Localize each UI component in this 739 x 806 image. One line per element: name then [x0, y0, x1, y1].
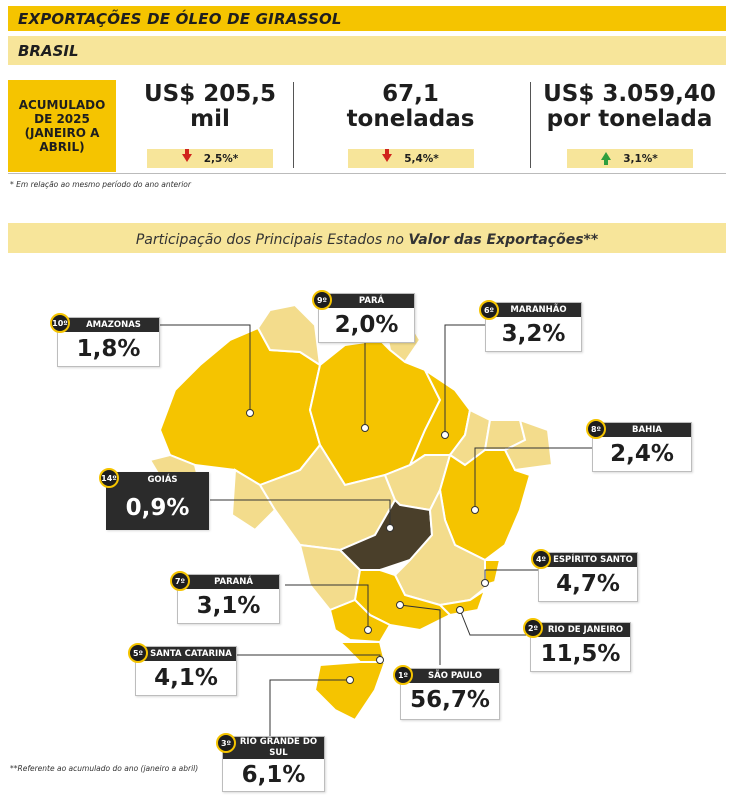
- callout-rio-grande-do-sul: RIO GRANDE DO SUL 6,1%: [222, 736, 325, 792]
- leader-lines: [160, 324, 595, 740]
- kpi-value-amount: US$ 205,5 mil: [143, 81, 276, 132]
- callout-maranhao-name: MARANHÃO: [486, 303, 581, 317]
- rank-badge-rio-de-janeiro: 2º: [523, 618, 543, 638]
- kpi-value-change: 2,5%*: [147, 148, 273, 168]
- brazil-map: [148, 303, 595, 740]
- state-parana: [328, 598, 392, 644]
- callout-rio-grande-do-sul-name: RIO GRANDE DO SUL: [223, 737, 324, 759]
- callout-rio-grande-do-sul-share: 6,1%: [241, 762, 306, 788]
- section-title-bar: Participação dos Principais Estados no V…: [8, 223, 726, 253]
- callout-rio-de-janeiro: RIO DE JANEIRO 11,5%: [530, 622, 631, 672]
- arrow-down-icon: [382, 148, 393, 162]
- section-title: Participação dos Principais Estados no V…: [135, 232, 599, 248]
- kpi-volume: 67,1 toneladas 5,4%*: [298, 82, 523, 172]
- callout-santa-catarina: SANTA CATARINA 4,1%: [135, 646, 237, 696]
- callout-amazonas-share: 1,8%: [76, 336, 141, 362]
- callout-santa-catarina-share: 4,1%: [154, 665, 218, 691]
- callout-sao-paulo: SÃO PAULO 56,7%: [400, 668, 500, 720]
- kpi-value: US$ 205,5 mil 2,5%*: [120, 82, 300, 172]
- callout-parana-share: 3,1%: [196, 593, 261, 619]
- callout-maranhao-share: 3,2%: [501, 321, 566, 347]
- rank-badge-espirito-santo: 4º: [531, 549, 551, 569]
- map-footnote: **Referente ao acumulado do ano (janeiro…: [10, 764, 199, 773]
- kpi-volume-amount: 67,1 toneladas: [346, 81, 475, 132]
- callout-amazonas: AMAZONAS 1,8%: [57, 317, 160, 367]
- callout-sao-paulo-name: SÃO PAULO: [401, 669, 499, 683]
- rank-badge-parana: 7º: [170, 571, 190, 591]
- callout-amazonas-name: AMAZONAS: [58, 318, 159, 332]
- callout-bahia: BAHIA 2,4%: [592, 422, 692, 472]
- arrow-up-icon: [601, 151, 612, 165]
- callout-espirito-santo-name: ESPÍRITO SANTO: [539, 553, 637, 567]
- callout-parana-name: PARANÁ: [178, 575, 279, 589]
- brazil-map-area: [0, 270, 739, 800]
- title-bar: EXPORTAÇÕES DE ÓLEO DE GIRASSOL: [8, 6, 726, 31]
- rank-badge-para: 9º: [312, 290, 332, 310]
- callout-goias-name: GOIÁS: [107, 473, 208, 487]
- kpi-price-amount: US$ 3.059,40 por tonelada: [543, 81, 716, 132]
- callout-bahia-name: BAHIA: [593, 423, 691, 437]
- divider: [293, 82, 294, 168]
- rank-badge-sao-paulo: 1º: [393, 665, 413, 685]
- rank-badge-maranhao: 6º: [479, 300, 499, 320]
- kpi-period-label: ACUMULADO DE 2025 (JANEIRO A ABRIL): [8, 80, 116, 172]
- kpi-price-change: 3,1%*: [566, 149, 693, 168]
- kpi-price: US$ 3.059,40 por tonelada 3,1%*: [533, 82, 726, 172]
- callout-santa-catarina-name: SANTA CATARINA: [136, 647, 236, 661]
- callout-para: PARÁ 2,0%: [318, 293, 415, 343]
- callout-sao-paulo-share: 56,7%: [410, 687, 490, 713]
- callout-espirito-santo-share: 4,7%: [556, 571, 620, 597]
- callout-parana: PARANÁ 3,1%: [177, 574, 280, 624]
- page-subtitle: BRASIL: [18, 42, 79, 60]
- divider: [530, 82, 531, 168]
- subtitle-bar: BRASIL: [8, 36, 726, 65]
- kpi-volume-change: 5,4%*: [347, 148, 474, 168]
- rank-badge-santa-catarina: 5º: [128, 643, 148, 663]
- callout-goias-share: 0,9%: [125, 495, 190, 521]
- kpi-footnote: * Em relação ao mesmo período do ano ant…: [10, 180, 191, 189]
- callout-rio-de-janeiro-name: RIO DE JANEIRO: [531, 623, 630, 637]
- rank-badge-rio-grande-do-sul: 3º: [216, 733, 236, 753]
- callout-maranhao: MARANHÃO 3,2%: [485, 302, 582, 352]
- rank-badge-goias: 14º: [99, 468, 119, 488]
- callout-espirito-santo: ESPÍRITO SANTO 4,7%: [538, 552, 638, 602]
- callout-para-share: 2,0%: [334, 312, 399, 338]
- state-roraima: [256, 303, 322, 368]
- callout-rio-de-janeiro-share: 11,5%: [540, 641, 621, 667]
- callout-para-name: PARÁ: [319, 294, 414, 308]
- state-rio-grande-do-sul: [313, 661, 387, 722]
- arrow-down-icon: [181, 148, 192, 162]
- kpi-row: ACUMULADO DE 2025 (JANEIRO A ABRIL) US$ …: [8, 78, 726, 174]
- callout-goias: GOIÁS 0,9%: [106, 472, 209, 530]
- rank-badge-amazonas: 10º: [50, 313, 70, 333]
- state-markers: [246, 409, 489, 684]
- page-title: EXPORTAÇÕES DE ÓLEO DE GIRASSOL: [18, 10, 342, 28]
- rank-badge-bahia: 8º: [586, 419, 606, 439]
- callout-bahia-share: 2,4%: [610, 441, 674, 467]
